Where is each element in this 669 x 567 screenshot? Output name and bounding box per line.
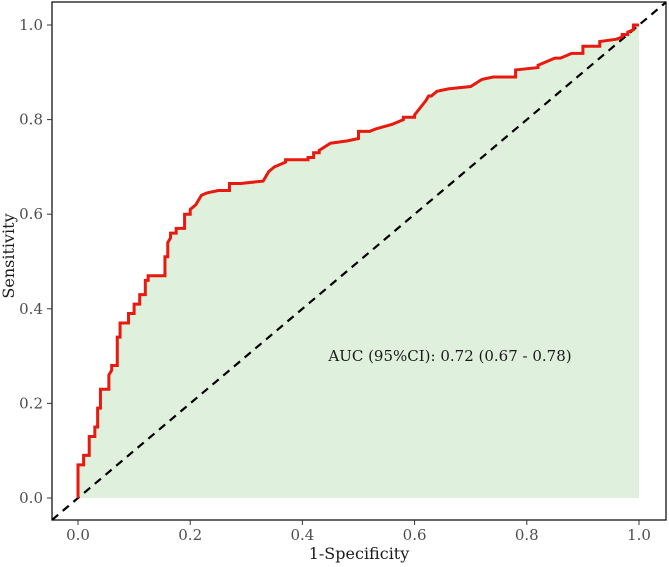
x-axis-ticks: 0.0 0.2 0.4 0.6 0.8 1.0: [66, 520, 651, 544]
x-axis-title: 1-Specificity: [309, 544, 410, 563]
plot-frame-layer: [51, 1, 667, 521]
auc-annotation: AUC (95%CI): 0.72 (0.67 - 0.78): [327, 347, 571, 365]
x-tick-label: 0.2: [178, 526, 202, 544]
reference-line-layer: [51, 1, 667, 521]
y-axis-ticks: 0.0 0.2 0.4 0.6 0.8 1.0: [19, 16, 52, 507]
y-tick-label: 1.0: [19, 16, 43, 34]
roc-curve-line: [76, 23, 639, 498]
y-tick-label: 0.0: [19, 489, 43, 507]
y-axis-title: Sensitivity: [0, 213, 18, 298]
roc-curve-layer: [76, 23, 639, 498]
y-tick-label: 0.6: [19, 205, 43, 223]
y-tick-label: 0.8: [19, 111, 43, 129]
plot-frame: [51, 1, 667, 521]
x-tick-label: 0.6: [403, 526, 427, 544]
x-tick-label: 1.0: [627, 526, 651, 544]
x-tick-label: 0.8: [515, 526, 539, 544]
y-tick-label: 0.4: [19, 300, 43, 318]
reference-diagonal-line: [51, 1, 667, 521]
x-tick-label: 0.0: [66, 526, 90, 544]
y-tick-label: 0.2: [19, 394, 43, 412]
x-tick-label: 0.4: [290, 526, 314, 544]
